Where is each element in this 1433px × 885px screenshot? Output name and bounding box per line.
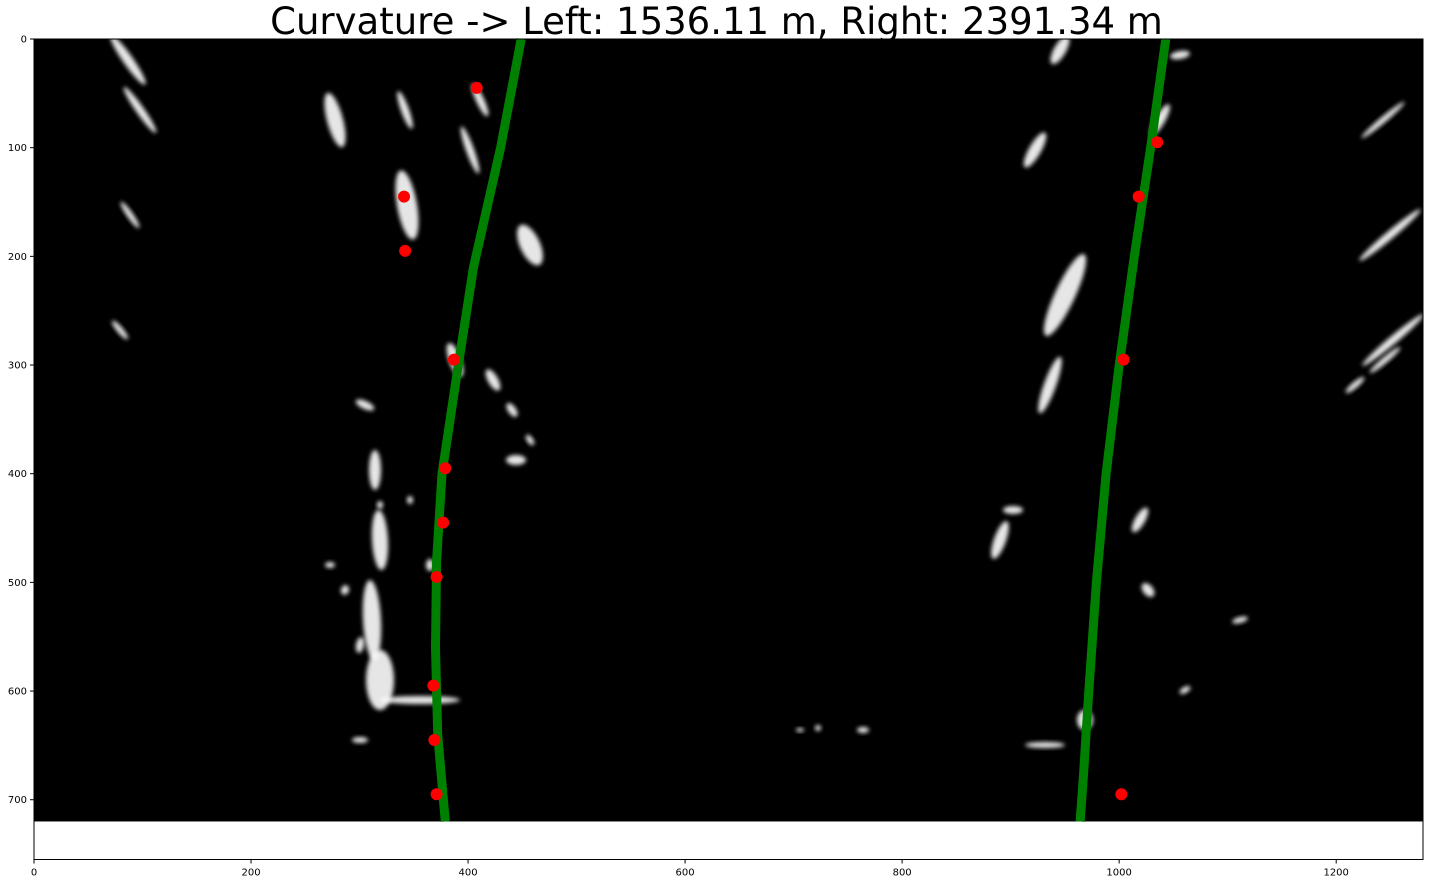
x-tick-label: 1200	[1323, 868, 1348, 879]
lane-pixel-blob	[123, 86, 157, 134]
y-tick-label: 500	[8, 578, 27, 589]
lane-pixel-blob	[1369, 346, 1401, 374]
lane-pixel-blob	[1131, 507, 1149, 533]
y-tick-label: 0	[21, 35, 27, 46]
lane-pixel-blob	[340, 585, 350, 595]
x-axis-ticks: 0 200 400 600 800 1000 1200	[31, 859, 1349, 879]
lane-pixel-blob	[369, 450, 381, 490]
lane-pixel-blob	[1003, 506, 1023, 514]
lane-pixel-blob	[506, 455, 526, 465]
image-background	[34, 39, 1423, 822]
x-tick-label: 0	[31, 868, 37, 879]
x-tick-label: 200	[241, 868, 260, 879]
lane-pixel-blob	[397, 91, 413, 129]
lane-fit-lines	[431, 38, 1171, 822]
lane-point	[427, 679, 440, 692]
lane-pixel-blob	[1345, 376, 1365, 394]
lane-pixel-blob	[111, 320, 129, 340]
lane-point	[439, 462, 452, 475]
y-tick-label: 100	[8, 143, 27, 154]
y-tick-label: 700	[8, 795, 27, 806]
lane-point	[470, 81, 483, 94]
left-lane-fit-line	[431, 38, 526, 822]
y-tick-label: 600	[8, 687, 27, 698]
lane-pixel-blob	[1170, 50, 1190, 60]
lane-pixel-blob	[362, 580, 382, 660]
lane-pixel-blob	[377, 501, 383, 509]
lane-pixel-blob	[324, 92, 346, 148]
lane-point	[428, 733, 441, 746]
axes-background	[34, 39, 1423, 860]
lane-pixel-blob	[485, 369, 501, 391]
y-tick-label: 400	[8, 469, 27, 480]
lane-pixel-blob	[1038, 356, 1062, 414]
x-tick-label: 400	[459, 868, 478, 879]
lane-pixel-blob	[857, 727, 869, 733]
lane-pixel-blob	[120, 201, 140, 229]
lane-point	[399, 244, 412, 257]
lane-point	[398, 190, 411, 203]
lane-point	[1115, 788, 1128, 801]
lane-pixel-blob	[1232, 616, 1248, 624]
y-tick-label: 300	[8, 361, 27, 372]
lane-pixel-blob	[1050, 39, 1070, 65]
lane-pixel-blob	[1359, 209, 1421, 261]
x-tick-label: 1000	[1106, 868, 1131, 879]
chart-title: Curvature -> Left: 1536.11 m, Right: 239…	[270, 0, 1163, 43]
x-tick-label: 800	[893, 868, 912, 879]
lane-pixel-blob	[525, 434, 535, 446]
lane-pixel-blob	[1362, 314, 1423, 366]
lane-pixel-blob	[517, 224, 543, 266]
lane-pixel-blob	[506, 403, 518, 417]
lane-pixel-blob	[407, 496, 413, 504]
lane-pixel-blob	[815, 725, 821, 731]
lane-pixel-blob	[325, 562, 335, 568]
lane-pixel-blob	[352, 737, 368, 743]
lane-pixel-blob	[395, 170, 419, 240]
lane-points	[398, 81, 1164, 801]
lane-point	[437, 516, 450, 529]
lane-pixel-blob	[991, 521, 1009, 559]
right-lane-fit-line	[1075, 38, 1171, 822]
lane-point	[430, 570, 443, 583]
lane-pixel-blob	[366, 650, 394, 710]
y-axis-ticks: 0 100 200 300 400 500 600 700	[8, 35, 34, 806]
axes-frame	[33, 38, 1424, 860]
axes-border	[33, 38, 1424, 860]
lane-pixel-blob	[1025, 742, 1065, 748]
lane-pixel-blob	[380, 696, 460, 704]
lane-pixel-blob	[355, 637, 365, 653]
lane-pixel-blob	[1361, 101, 1405, 139]
y-tick-label: 200	[8, 252, 27, 263]
lane-pixel-blob	[1043, 253, 1087, 337]
lane-pixel-blob	[460, 126, 480, 174]
lane-point	[1132, 190, 1145, 203]
lane-pixel-blob	[355, 399, 375, 411]
lane-pixel-blob	[1179, 686, 1191, 694]
lane-pixel-blob	[110, 39, 146, 85]
lane-point	[447, 353, 460, 366]
lane-point	[1117, 353, 1130, 366]
lane-pixel-blob	[371, 510, 389, 570]
lane-pixel-blob	[1023, 132, 1047, 168]
lane-pixel-blob	[1141, 583, 1155, 597]
binary-warped-image	[110, 39, 1423, 748]
x-tick-label: 600	[676, 868, 695, 879]
lane-point	[430, 788, 443, 801]
lane-point	[1151, 136, 1164, 149]
lane-pixel-blob	[796, 728, 804, 732]
lane-pixel-blob	[426, 559, 434, 571]
